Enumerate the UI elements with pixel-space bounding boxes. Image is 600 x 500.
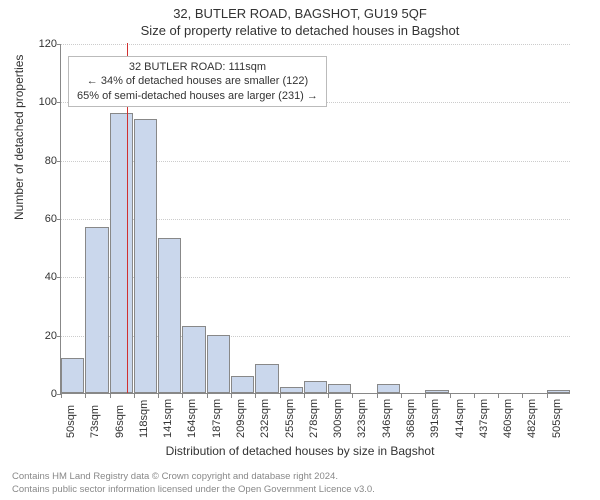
gridline [61, 44, 570, 45]
x-tick-label: 50sqm [65, 405, 77, 438]
x-tick-label: 255sqm [284, 399, 296, 438]
x-tick-mark [61, 394, 62, 398]
y-axis-label: Number of detached properties [12, 55, 26, 220]
histogram-bar [231, 376, 254, 394]
x-tick-mark [474, 394, 475, 398]
x-tick-label: 391sqm [429, 399, 441, 438]
chart-area: 02040608010012050sqm73sqm96sqm118sqm141s… [60, 44, 570, 394]
y-tick-mark [57, 102, 61, 103]
x-tick-label: 73sqm [89, 405, 101, 438]
x-tick-mark [425, 394, 426, 398]
x-tick-mark [352, 394, 353, 398]
x-tick-mark [134, 394, 135, 398]
x-tick-mark [182, 394, 183, 398]
x-tick-mark [85, 394, 86, 398]
y-tick-label: 0 [31, 388, 57, 400]
x-tick-mark [255, 394, 256, 398]
x-tick-label: 323sqm [356, 399, 368, 438]
y-tick-label: 80 [31, 155, 57, 167]
histogram-bar [280, 387, 303, 393]
histogram-bar [61, 358, 84, 393]
y-tick-mark [57, 161, 61, 162]
histogram-bar [110, 113, 133, 393]
x-axis-label: Distribution of detached houses by size … [0, 444, 600, 458]
x-tick-label: 505sqm [551, 399, 563, 438]
histogram-bar [304, 381, 327, 393]
y-tick-label: 20 [31, 330, 57, 342]
x-tick-mark [450, 394, 451, 398]
histogram-bar [207, 335, 230, 393]
annotation-box: 32 BUTLER ROAD: 111sqm ← 34% of detached… [68, 56, 327, 107]
histogram-bar [255, 364, 278, 393]
histogram-bar [328, 384, 351, 393]
y-tick-mark [57, 336, 61, 337]
x-tick-mark [498, 394, 499, 398]
x-tick-label: 164sqm [186, 399, 198, 438]
y-tick-mark [57, 277, 61, 278]
page-title: 32, BUTLER ROAD, BAGSHOT, GU19 5QF [0, 0, 600, 21]
x-tick-label: 209sqm [235, 399, 247, 438]
x-tick-mark [328, 394, 329, 398]
y-tick-mark [57, 44, 61, 45]
chart-subtitle: Size of property relative to detached ho… [0, 21, 600, 38]
x-tick-mark [110, 394, 111, 398]
x-tick-label: 482sqm [526, 399, 538, 438]
x-tick-label: 141sqm [162, 399, 174, 438]
histogram-bar [547, 390, 570, 393]
x-tick-label: 300sqm [332, 399, 344, 438]
x-tick-mark [231, 394, 232, 398]
x-tick-mark [280, 394, 281, 398]
x-tick-mark [401, 394, 402, 398]
x-tick-mark [304, 394, 305, 398]
x-tick-label: 460sqm [502, 399, 514, 438]
y-tick-label: 120 [31, 38, 57, 50]
histogram-bar [182, 326, 205, 393]
credits: Contains HM Land Registry data © Crown c… [12, 471, 375, 496]
annotation-line: 32 BUTLER ROAD: 111sqm [77, 60, 318, 74]
x-tick-label: 368sqm [405, 399, 417, 438]
x-tick-label: 96sqm [114, 405, 126, 438]
histogram-bar [134, 119, 157, 393]
annotation-line: ← 34% of detached houses are smaller (12… [77, 74, 318, 88]
credit-line: Contains public sector information licen… [12, 484, 375, 496]
y-tick-mark [57, 219, 61, 220]
x-tick-label: 414sqm [454, 399, 466, 438]
x-tick-label: 118sqm [138, 400, 150, 438]
x-tick-mark [158, 394, 159, 398]
histogram-bar [158, 238, 181, 393]
annotation-line: 65% of semi-detached houses are larger (… [77, 89, 318, 103]
y-tick-label: 40 [31, 271, 57, 283]
x-tick-mark [377, 394, 378, 398]
x-tick-mark [522, 394, 523, 398]
y-tick-label: 100 [31, 96, 57, 108]
x-tick-label: 278sqm [308, 399, 320, 438]
histogram-bar [85, 227, 108, 393]
x-tick-label: 437sqm [478, 399, 490, 438]
x-tick-label: 187sqm [211, 399, 223, 438]
x-tick-label: 346sqm [381, 399, 393, 438]
histogram-bar [425, 390, 448, 393]
histogram-bar [377, 384, 400, 393]
x-tick-mark [547, 394, 548, 398]
x-tick-mark [207, 394, 208, 398]
x-tick-label: 232sqm [259, 399, 271, 438]
credit-line: Contains HM Land Registry data © Crown c… [12, 471, 375, 483]
y-tick-label: 60 [31, 213, 57, 225]
